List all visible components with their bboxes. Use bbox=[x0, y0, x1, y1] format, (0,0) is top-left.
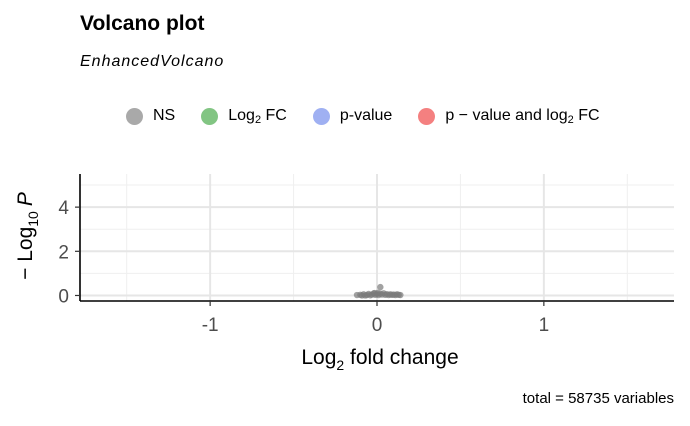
x-axis-label-tail: fold change bbox=[344, 346, 458, 369]
legend-label-log2fc-tail: FC bbox=[261, 107, 287, 124]
legend-label-pvalue: p-value bbox=[339, 107, 393, 124]
x-axis-ticks: -1 0 1 bbox=[202, 301, 549, 336]
legend-label-log2fc-sub: 2 bbox=[254, 114, 262, 126]
data-point bbox=[397, 291, 404, 299]
legend-label-ns: NS bbox=[153, 107, 176, 124]
legend-label-both-tail: FC bbox=[573, 107, 600, 124]
y-axis-label-tail: P bbox=[14, 192, 37, 206]
legend-item-ns: NS bbox=[118, 106, 175, 126]
legend-label-log2fc-main: Log bbox=[228, 107, 255, 124]
legend-label-pvalue-and-log2fc: p − value and log2 FC bbox=[445, 106, 599, 126]
x-axis-label: Log2 fold change bbox=[301, 346, 458, 373]
legend-item-pvalue-and-log2fc: p − value and log2 FC bbox=[410, 106, 600, 126]
data-point bbox=[362, 292, 369, 299]
legend-label-log2fc: Log2 FC bbox=[228, 106, 287, 126]
x-tick-label: 0 bbox=[372, 315, 383, 336]
y-tick-label: 2 bbox=[58, 242, 69, 263]
legend-label-both-main: p − value and log bbox=[445, 107, 568, 124]
data-points bbox=[353, 283, 404, 299]
legend-key-ns bbox=[126, 107, 143, 125]
legend-key-pvalue bbox=[312, 107, 330, 125]
y-axis-label-main: − Log bbox=[14, 227, 37, 280]
legend-key-pvalue-and-log2fc bbox=[418, 107, 436, 125]
y-axis-ticks: 0 2 4 bbox=[58, 198, 80, 307]
caption-total-variables: total = 58735 variables bbox=[522, 390, 674, 407]
x-axis-label-main: Log bbox=[301, 346, 336, 369]
y-tick-label: 4 bbox=[58, 198, 69, 219]
legend-item-log2fc: Log2 FC bbox=[193, 106, 287, 126]
legend: NS Log2 FC p-value p − value and log2 FC bbox=[118, 102, 618, 130]
x-tick-label: 1 bbox=[539, 315, 550, 336]
data-point bbox=[377, 283, 384, 291]
legend-label-both-sub: 2 bbox=[567, 114, 574, 126]
y-axis-label-sub: 10 bbox=[25, 211, 41, 227]
legend-item-pvalue: p-value bbox=[305, 106, 392, 126]
legend-key-log2fc bbox=[201, 107, 219, 125]
x-axis-label-sub: 2 bbox=[336, 357, 344, 373]
grid-major bbox=[80, 174, 674, 301]
y-tick-label: 0 bbox=[58, 286, 69, 307]
chart-subtitle: EnhancedVolcano bbox=[80, 53, 225, 70]
chart-title: Volcano plot bbox=[80, 12, 205, 35]
data-point bbox=[371, 289, 378, 297]
x-tick-label: -1 bbox=[202, 315, 219, 336]
y-axis-label: − Log10 P bbox=[14, 192, 41, 280]
